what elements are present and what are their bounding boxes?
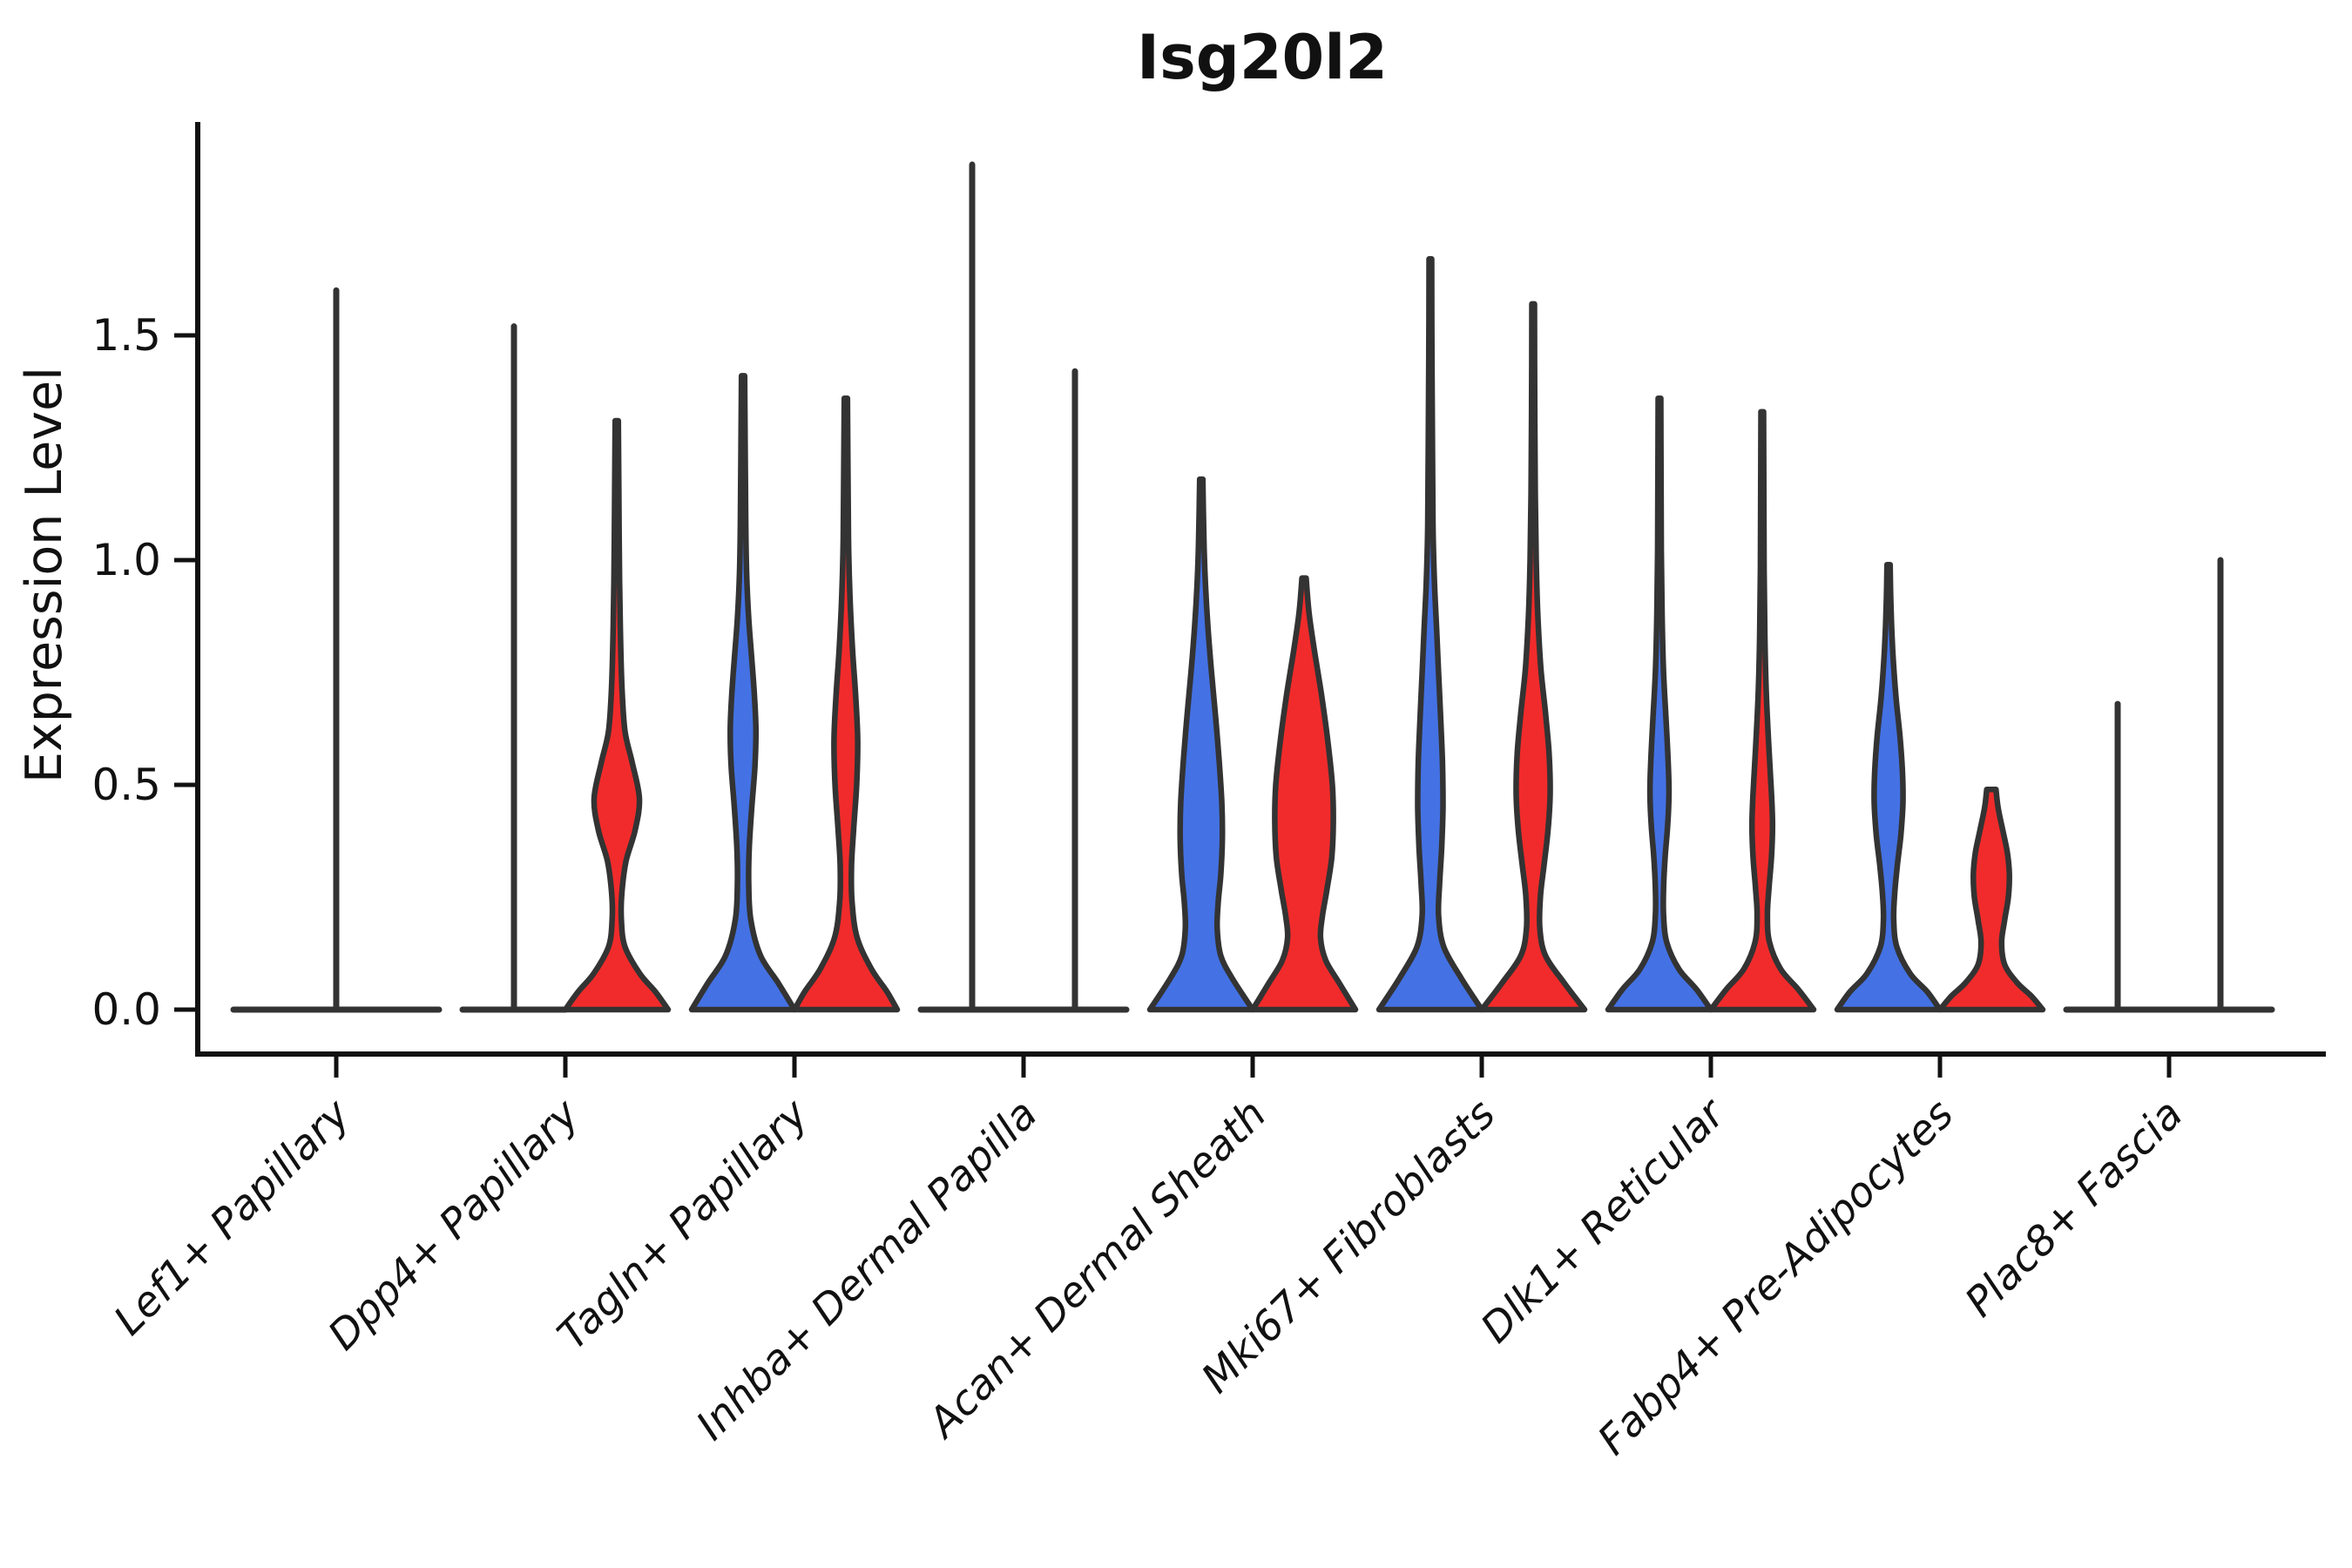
x-tick-label: Dlk1+ Reticular: [1472, 1089, 1736, 1353]
x-tick-label: Dpp4+ Papillary: [319, 1090, 589, 1360]
y-tick-label: 1.5: [91, 310, 161, 361]
violin-blue: [1375, 256, 1485, 1013]
violin-red: [1936, 786, 2046, 1013]
violin-red: [1478, 301, 1588, 1013]
violin-red: [791, 395, 901, 1013]
y-axis-label: Expression Level: [16, 367, 73, 783]
violin-blue: [688, 373, 798, 1013]
violin-red: [1249, 575, 1359, 1013]
violin-layer: [230, 161, 2275, 1013]
y-tick-label: 0.0: [91, 984, 161, 1035]
x-tick-label: Plac8+ Fascia: [1956, 1091, 2192, 1327]
violin-blue: [1146, 476, 1256, 1013]
y-tick-label: 0.5: [91, 760, 161, 810]
plot-title: Isg20l2: [1137, 22, 1388, 93]
violin-blue: [1834, 561, 1943, 1013]
violin-red: [1707, 409, 1817, 1013]
x-tick-label: Tagln+ Papillary: [549, 1090, 819, 1360]
violin-blue: [1605, 395, 1714, 1013]
x-tick-label: Lef1+ Papillary: [105, 1090, 360, 1345]
violin-red: [562, 417, 672, 1013]
y-tick-label: 1.0: [91, 535, 161, 585]
